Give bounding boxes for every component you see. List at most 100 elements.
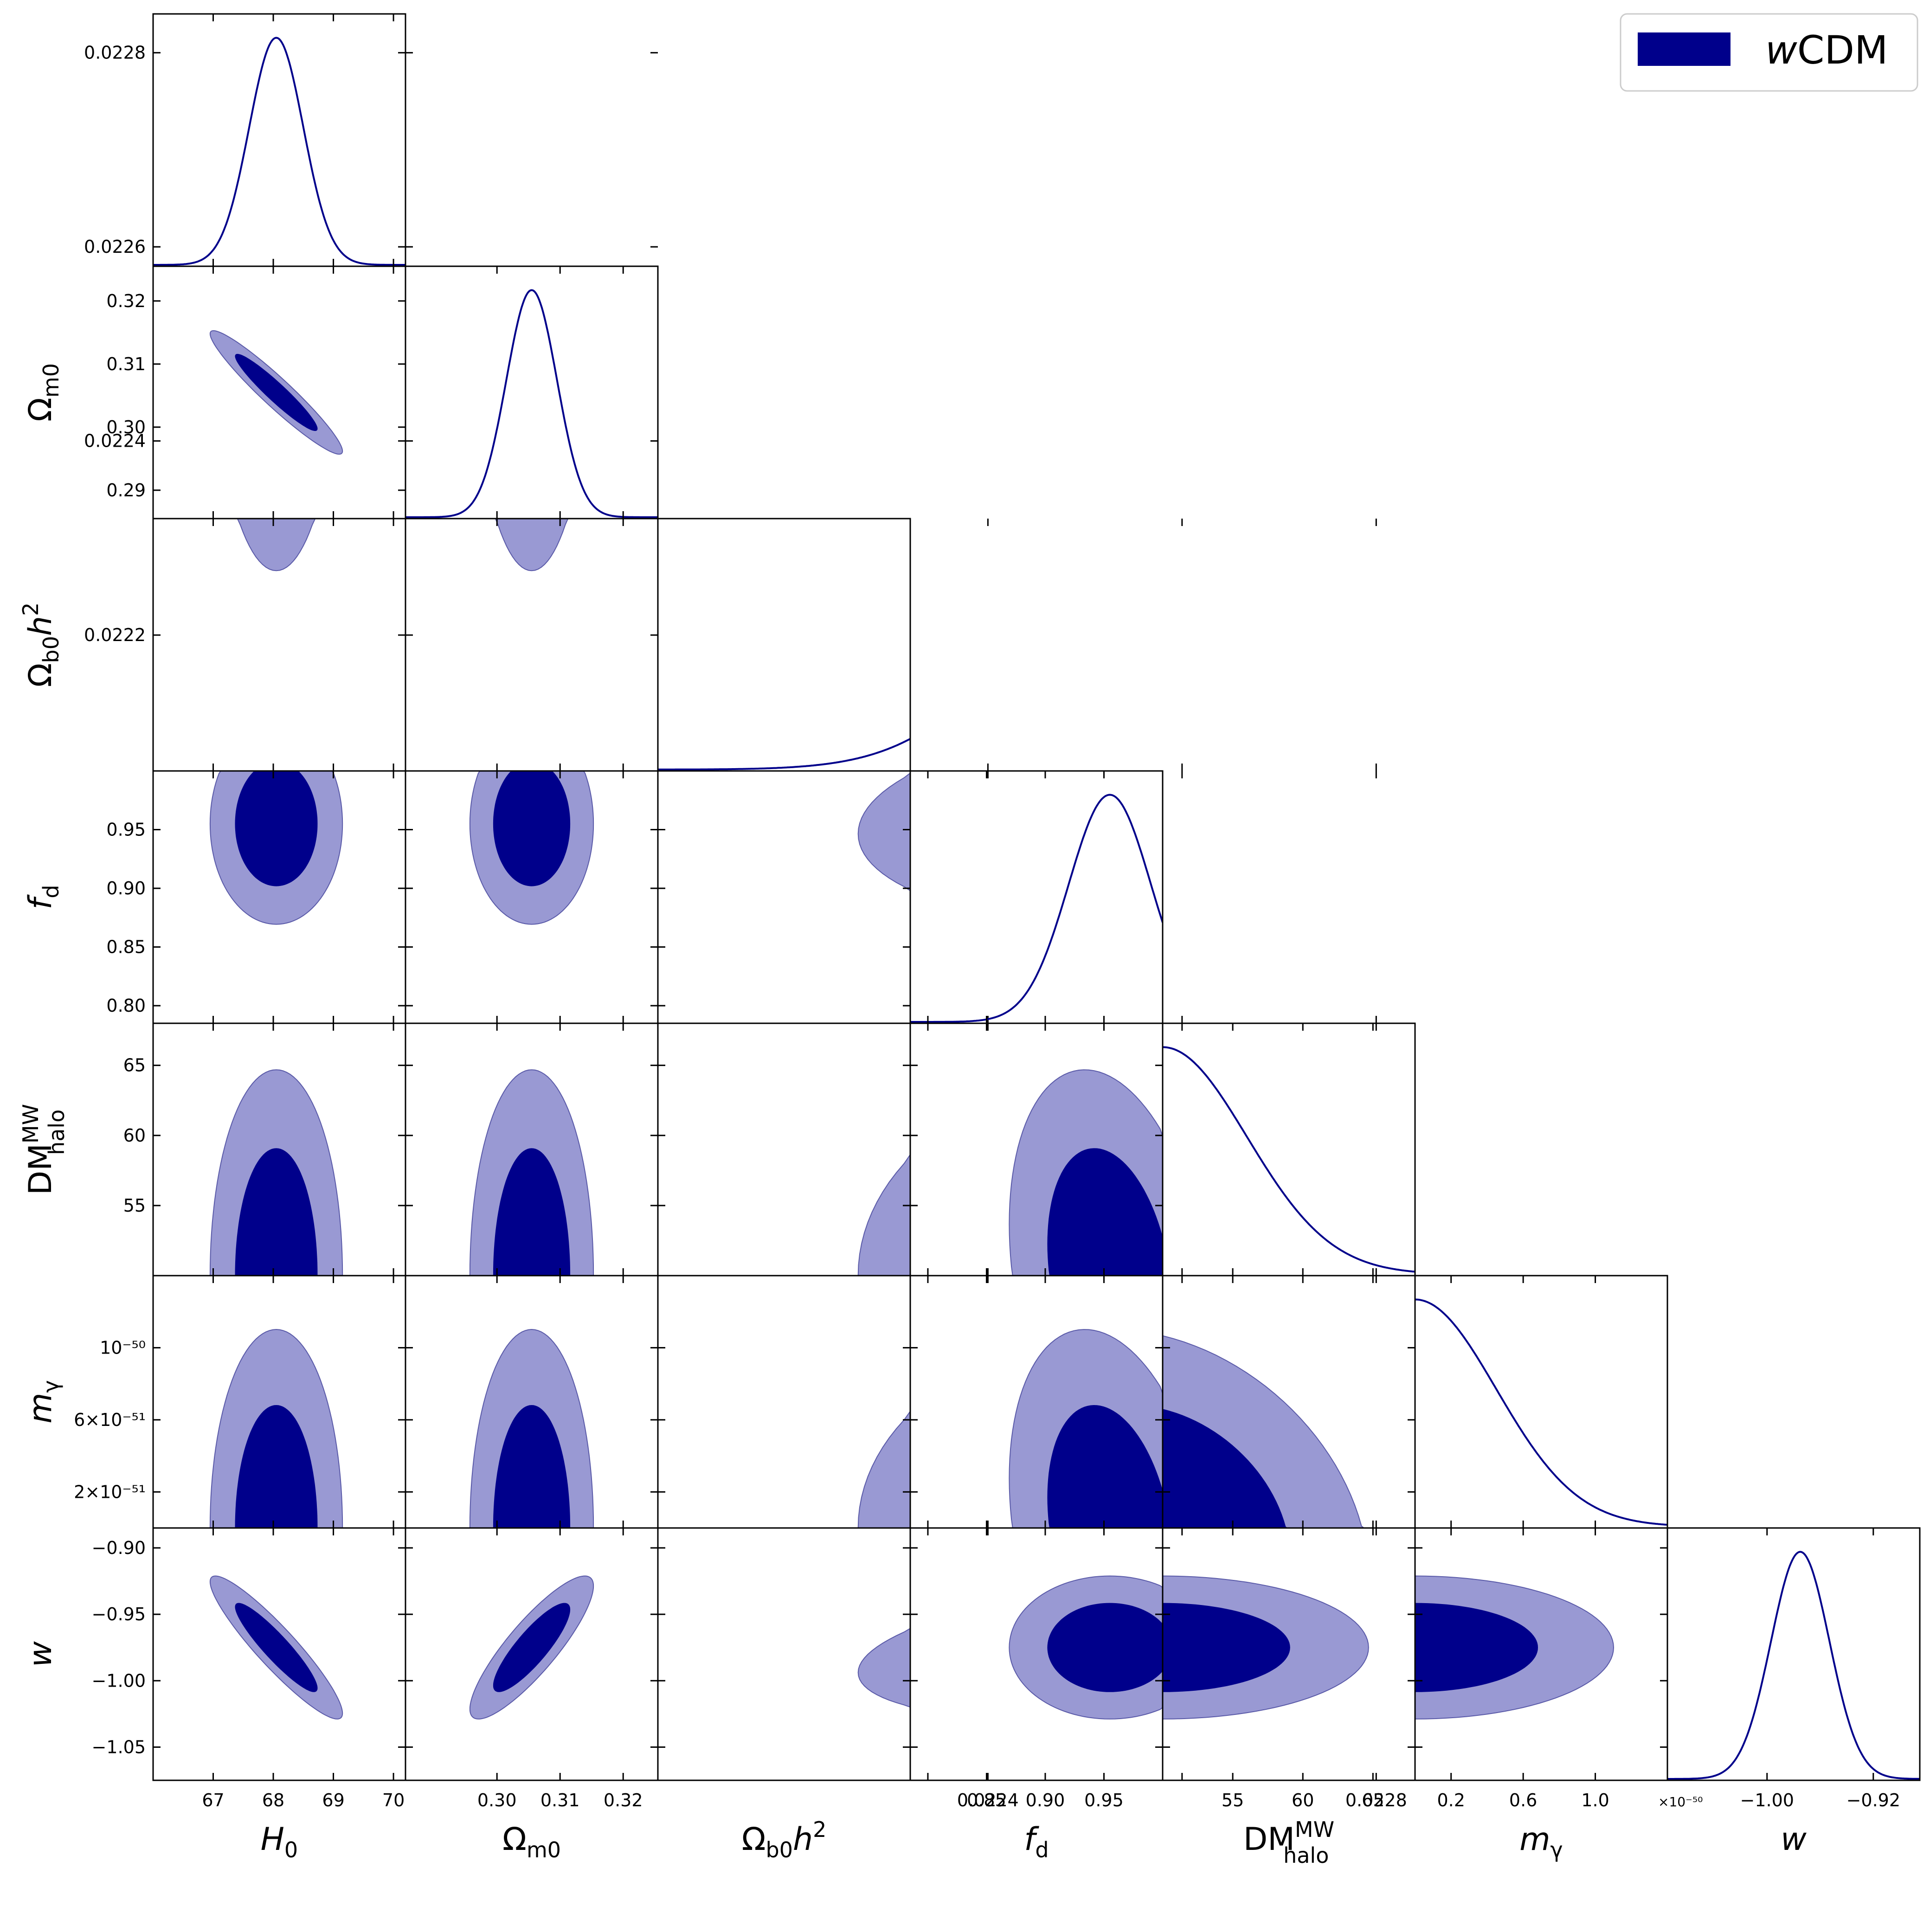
panel-w-mgamma xyxy=(1415,1575,1615,1720)
marginal-w xyxy=(1667,1551,1920,1780)
contour-68-mgamma-H0 xyxy=(235,1405,318,1528)
marginal-H0 xyxy=(153,37,405,266)
legend-label-italic: w xyxy=(1765,27,1797,73)
x-tick-label: 0.31 xyxy=(540,1790,580,1810)
panel-mgamma-fd xyxy=(1009,1329,1163,1528)
axis-label-Ob0h2: Ωb0h2 xyxy=(742,1817,827,1862)
x-tick-label: 1.0 xyxy=(1581,1790,1609,1810)
panel-frame xyxy=(1414,1275,1668,1529)
panel-DMhalo-Ob0h2 xyxy=(857,1070,910,1276)
x-tick-label: 68 xyxy=(262,1790,284,1810)
x-tick-label: 55 xyxy=(1222,1790,1244,1810)
marginal-Ob0h2 xyxy=(658,738,910,770)
contour-68-w-H0 xyxy=(235,1603,318,1692)
panel-fd-Ob0h2 xyxy=(857,771,910,924)
legend-label: wCDM xyxy=(1765,27,1888,73)
x-tick-label: 65 xyxy=(1362,1790,1384,1810)
panel-mgamma-H0 xyxy=(209,1329,343,1528)
panel-DMhalo-H0 xyxy=(209,1069,343,1276)
y-tick-label: 0.80 xyxy=(106,995,146,1016)
axis-label-w: w xyxy=(22,1641,59,1667)
panel-frame xyxy=(657,518,911,772)
axis-label-H0: H0 xyxy=(261,1821,298,1862)
y-tick-label: 0.90 xyxy=(106,878,146,899)
x-tick-label: −1.00 xyxy=(1740,1790,1794,1810)
x-offset-label: ×10⁻⁵⁰ xyxy=(1658,1794,1703,1810)
y-tick-label: 0.0222 xyxy=(84,625,146,645)
axis-label-w: w xyxy=(1781,1821,1807,1858)
x-tick-label: 70 xyxy=(382,1790,405,1810)
panel-fd-Om0 xyxy=(469,771,594,925)
contour-68-w-Om0 xyxy=(493,1603,571,1692)
y-tick-label: 0.0224 xyxy=(84,431,146,451)
y-tick-label: 0.29 xyxy=(106,480,146,501)
y-tick-label: 55 xyxy=(123,1195,146,1216)
x-tick-label: 0.85 xyxy=(967,1790,1006,1810)
marginal-fd xyxy=(910,794,1163,1023)
contour-68-w-DMhalo xyxy=(1163,1603,1290,1692)
panel-fd-H0 xyxy=(209,771,343,925)
y-tick-label: −1.05 xyxy=(92,1737,146,1757)
y-tick-label: 0.85 xyxy=(106,937,146,957)
panel-w-Om0 xyxy=(469,1575,594,1720)
legend-swatch xyxy=(1638,32,1731,66)
axis-label-fd: fd xyxy=(22,885,64,909)
contour-68-mgamma-DMhalo xyxy=(1163,1406,1290,1528)
panel-DMhalo-Om0 xyxy=(469,1069,594,1276)
axis-label-DMhalo: DMMWhalo xyxy=(18,1104,69,1195)
x-tick-label: 67 xyxy=(202,1790,224,1810)
contour-95-Ob0h2-Om0 xyxy=(470,519,594,571)
y-tick-label: 0.32 xyxy=(106,291,146,311)
axis-label-fd: fd xyxy=(1024,1821,1049,1862)
x-tick-label: −0.92 xyxy=(1846,1790,1900,1810)
panel-DMhalo-fd xyxy=(1009,1069,1163,1276)
panel-frame xyxy=(1666,1527,1921,1781)
panel-fd-fd xyxy=(910,794,1163,1023)
y-tick-label: 6×10⁻⁵¹ xyxy=(74,1410,146,1430)
y-tick-label: 2×10⁻⁵¹ xyxy=(74,1482,146,1502)
y-tick-label: −1.00 xyxy=(92,1670,146,1691)
contour-68-w-fd xyxy=(1047,1603,1163,1692)
contour-95-w-Ob0h2 xyxy=(857,1576,910,1719)
axis-label-mgamma: mγ xyxy=(1519,1821,1563,1862)
marginal-Om0 xyxy=(405,289,658,518)
x-tick-label: 69 xyxy=(322,1790,344,1810)
y-tick-label: 65 xyxy=(123,1055,146,1076)
y-tick-label: 0.0226 xyxy=(84,237,146,257)
panel-w-Ob0h2 xyxy=(857,1576,910,1719)
panels xyxy=(152,13,1921,1781)
panel-DMhalo-DMhalo xyxy=(1163,1046,1415,1273)
y-tick-label: 0.30 xyxy=(106,417,146,437)
marginal-mgamma xyxy=(1415,1298,1667,1526)
contour-68-DMhalo-H0 xyxy=(235,1148,318,1276)
contour-95-Ob0h2-H0 xyxy=(210,519,343,571)
panel-w-H0 xyxy=(209,1575,343,1720)
axis-label-mgamma: mγ xyxy=(22,1380,64,1423)
panel-Ob0h2-Om0 xyxy=(470,519,594,571)
x-tick-label: 0.6 xyxy=(1509,1790,1537,1810)
y-tick-label: 0.31 xyxy=(106,354,146,374)
x-tick-label: 0.0224 xyxy=(957,1790,1019,1810)
axis-labels: 67 68 69 70 0.30 0.31 0.32 0.0224 0.0228 0.85 0.90… xyxy=(18,43,1900,1868)
panel-w-DMhalo xyxy=(1163,1575,1369,1720)
y-tick-label: 10⁻⁵⁰ xyxy=(100,1337,146,1358)
panel-Ob0h2-H0 xyxy=(210,519,343,571)
y-tick-label: 0.95 xyxy=(106,820,146,840)
contour-68-fd-Om0 xyxy=(493,771,571,886)
panel-mgamma-DMhalo xyxy=(1163,1329,1369,1528)
contour-68-mgamma-fd xyxy=(1047,1405,1163,1528)
y-tick-label: −0.90 xyxy=(92,1538,146,1558)
panel-Om0-H0 xyxy=(209,330,343,455)
contour-68-mgamma-Om0 xyxy=(493,1405,571,1528)
legend: wCDM xyxy=(1620,13,1918,92)
y-tick-label: 60 xyxy=(123,1125,146,1146)
contour-95-mgamma-Ob0h2 xyxy=(857,1329,910,1528)
panel-frame xyxy=(1162,1022,1416,1277)
marginal-DMhalo xyxy=(1163,1046,1415,1273)
panel-frame xyxy=(152,13,406,267)
contour-95-DMhalo-Ob0h2 xyxy=(857,1070,910,1276)
contour-68-fd-H0 xyxy=(235,771,318,886)
